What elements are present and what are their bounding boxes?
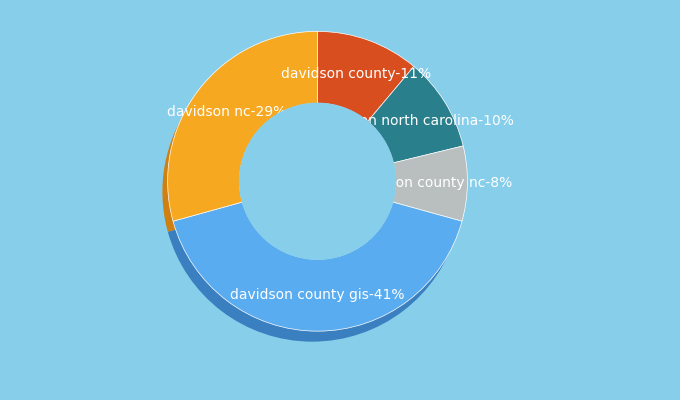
- Text: davidson county gis-41%: davidson county gis-41%: [231, 288, 405, 302]
- Wedge shape: [168, 31, 318, 221]
- Text: davidson county-11%: davidson county-11%: [282, 67, 432, 81]
- Text: davidson nc-29%: davidson nc-29%: [167, 105, 286, 119]
- Circle shape: [239, 103, 396, 259]
- Wedge shape: [318, 31, 414, 122]
- Wedge shape: [312, 42, 409, 132]
- Text: davidson county nc-8%: davidson county nc-8%: [350, 176, 513, 190]
- Wedge shape: [168, 212, 457, 342]
- Wedge shape: [368, 66, 463, 163]
- Wedge shape: [392, 146, 467, 221]
- Text: davidson north carolina-10%: davidson north carolina-10%: [314, 114, 514, 128]
- Wedge shape: [388, 156, 462, 232]
- Wedge shape: [362, 77, 458, 173]
- Wedge shape: [163, 42, 312, 232]
- Wedge shape: [173, 202, 462, 331]
